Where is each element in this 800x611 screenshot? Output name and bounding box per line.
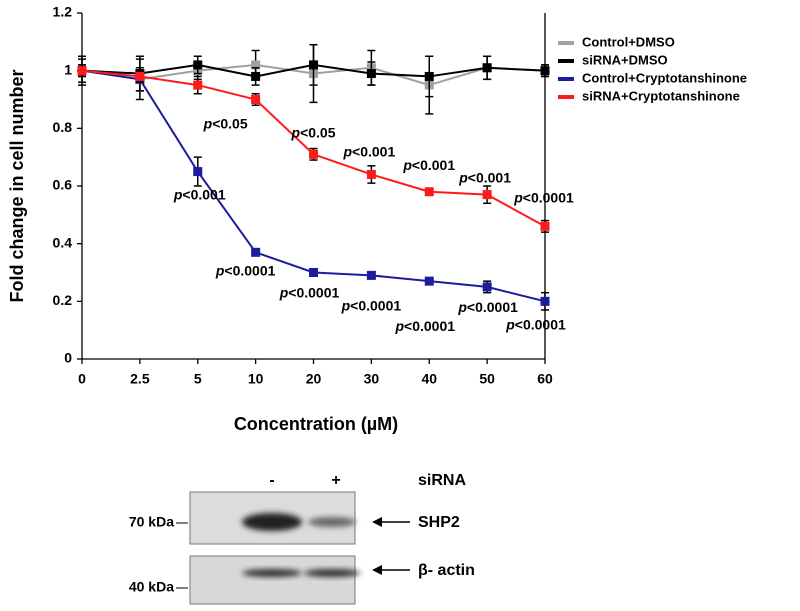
- p-value-label: p<0.05: [291, 124, 336, 140]
- band: [242, 569, 302, 577]
- y-axis-label: Fold change in cell number: [7, 69, 27, 302]
- marker: [193, 80, 203, 90]
- marker: [251, 95, 261, 104]
- marker: [251, 71, 261, 81]
- marker: [540, 66, 550, 76]
- marker: [251, 247, 261, 257]
- y-tick-label: 1.2: [53, 4, 73, 20]
- treatment-label: siRNA: [418, 472, 466, 489]
- band: [308, 517, 356, 527]
- x-tick-label: 10: [248, 371, 264, 387]
- band: [304, 569, 360, 577]
- p-value-label: p<0.0001: [394, 318, 455, 334]
- marker: [482, 63, 492, 73]
- marker-label: 40 kDa: [129, 579, 174, 595]
- arrow-head: [372, 517, 382, 527]
- marker: [135, 71, 145, 81]
- marker: [540, 296, 550, 306]
- p-value-label: p<0.0001: [341, 297, 402, 313]
- marker: [309, 149, 318, 159]
- p-value-label: p<0.0001: [215, 262, 276, 278]
- x-tick-label: 2.5: [130, 371, 150, 387]
- blot: - + siRNA 70 kDa 40 kDa SHP2 β- actin: [129, 472, 475, 605]
- series-line: [81, 69, 546, 303]
- x-tick-label: 5: [194, 371, 202, 387]
- marker: [424, 71, 434, 81]
- p-value-label: p<0.0001: [513, 189, 574, 205]
- p-value-label: p<0.05: [203, 115, 248, 131]
- x-tick-label: 20: [306, 371, 322, 387]
- band-label: SHP2: [418, 514, 460, 531]
- marker: [251, 60, 261, 70]
- p-value-label: p<0.001: [173, 186, 226, 202]
- legend-label: Control+Cryptotanshinone: [582, 70, 747, 85]
- p-value-label: p<0.0001: [505, 316, 566, 332]
- marker: [193, 60, 203, 70]
- x-tick-label: 0: [78, 371, 86, 387]
- p-value-label: p<0.001: [342, 143, 395, 159]
- y-tick-label: 0.4: [53, 234, 73, 250]
- y-tick-label: 0.8: [53, 119, 73, 135]
- band: [242, 513, 302, 531]
- marker: [540, 221, 550, 231]
- band-label: β- actin: [418, 562, 475, 579]
- marker-label: 70 kDa: [129, 514, 174, 530]
- y-tick-label: 0.2: [53, 292, 73, 308]
- marker: [366, 270, 376, 280]
- legend-label: siRNA+Cryptotanshinone: [582, 88, 740, 103]
- x-tick-label: 50: [479, 371, 495, 387]
- lane-label: -: [269, 472, 274, 489]
- x-tick-label: 60: [537, 371, 553, 387]
- p-value-label: p<0.0001: [457, 299, 518, 315]
- y-tick-label: 1: [64, 61, 72, 77]
- y-tick-label: 0.6: [53, 177, 73, 193]
- arrow-head: [372, 565, 382, 575]
- marker: [309, 60, 318, 70]
- p-value-label: p<0.001: [458, 169, 511, 185]
- legend-label: siRNA+DMSO: [582, 52, 668, 67]
- marker: [366, 69, 376, 79]
- marker: [424, 187, 434, 197]
- marker: [366, 169, 376, 179]
- marker: [77, 66, 87, 76]
- marker: [482, 190, 492, 200]
- marker: [424, 276, 434, 286]
- lane-label: +: [331, 472, 340, 489]
- x-tick-label: 30: [364, 371, 380, 387]
- x-tick-label: 40: [421, 371, 437, 387]
- legend-label: Control+DMSO: [582, 34, 675, 49]
- marker: [482, 282, 492, 292]
- x-axis-label: Concentration (µM): [234, 414, 398, 434]
- y-tick-label: 0: [64, 350, 72, 366]
- p-value-label: p<0.0001: [279, 284, 340, 300]
- marker: [309, 268, 318, 277]
- blot-panel: [189, 555, 356, 605]
- marker: [193, 167, 203, 177]
- p-value-label: p<0.001: [402, 156, 455, 172]
